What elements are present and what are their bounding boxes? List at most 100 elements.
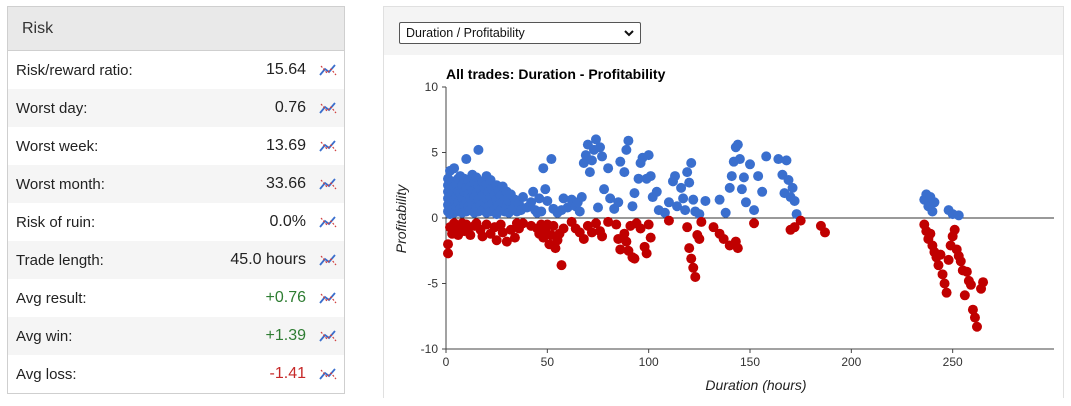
trade-point	[538, 232, 549, 243]
line-chart-icon[interactable]	[318, 290, 338, 306]
trade-point	[590, 218, 601, 229]
x-tick-label: 0	[443, 355, 450, 369]
chart-type-select[interactable]: Duration / Profitability	[399, 22, 641, 44]
trade-point	[734, 154, 745, 165]
risk-row: Risk of ruin: 0.0%	[8, 203, 344, 241]
risk-row-label: Worst day:	[16, 99, 88, 117]
line-chart-icon[interactable]	[318, 176, 338, 192]
x-axis-label: Duration (hours)	[705, 377, 806, 393]
trade-point	[708, 222, 719, 233]
line-chart-icon[interactable]	[318, 366, 338, 382]
risk-row-label: Worst week:	[16, 137, 99, 155]
trade-point	[623, 135, 634, 146]
trade-point	[720, 207, 731, 218]
trade-point	[967, 304, 978, 315]
trade-point	[684, 243, 695, 254]
trade-point	[505, 224, 516, 235]
risk-row: Trade length: 45.0 hours	[8, 241, 344, 279]
trade-point	[526, 197, 537, 208]
trade-point	[536, 206, 547, 217]
trade-point	[615, 156, 626, 167]
trade-point	[749, 218, 760, 229]
trade-point	[929, 197, 940, 208]
trade-point	[578, 233, 589, 244]
trade-point	[461, 154, 472, 165]
trade-point	[925, 228, 936, 239]
trade-point	[943, 254, 954, 265]
risk-row-label: Avg result:	[16, 289, 87, 307]
trade-point	[787, 182, 798, 193]
trade-point	[941, 287, 952, 298]
trade-point	[603, 163, 614, 174]
trade-point	[700, 195, 711, 206]
trade-point	[645, 171, 656, 182]
trade-point	[680, 205, 691, 216]
risk-row: Avg result: +0.76	[8, 279, 344, 317]
trade-point	[781, 155, 792, 166]
risk-row-label: Risk/reward ratio:	[16, 61, 133, 79]
risk-row-label: Worst month:	[16, 175, 105, 193]
trade-point	[753, 171, 764, 182]
trade-point	[935, 249, 946, 260]
trade-point	[696, 216, 707, 227]
trade-point	[538, 163, 549, 174]
line-chart-icon[interactable]	[318, 328, 338, 344]
trade-point	[465, 230, 476, 241]
trade-point	[611, 219, 622, 230]
trade-point	[518, 192, 529, 203]
line-chart-icon[interactable]	[318, 138, 338, 154]
trade-point	[694, 209, 705, 220]
trade-point	[562, 202, 573, 213]
trade-point	[595, 142, 606, 153]
trade-point	[714, 194, 725, 205]
trade-point	[443, 239, 454, 250]
chevron-down-icon	[622, 26, 636, 43]
trade-point	[449, 163, 460, 174]
line-chart-icon[interactable]	[318, 62, 338, 78]
trade-point	[682, 222, 693, 233]
trade-point	[556, 260, 567, 271]
trade-point	[477, 231, 488, 242]
scatter-chart: All trades: Duration - Profitability Dur…	[393, 66, 1054, 393]
line-chart-icon[interactable]	[318, 214, 338, 230]
trade-point	[757, 186, 768, 197]
trade-point	[542, 195, 553, 206]
trade-point	[688, 262, 699, 273]
trade-point	[586, 227, 597, 238]
trade-point	[635, 223, 646, 234]
trade-point	[927, 206, 938, 217]
y-tick-label: 0	[431, 211, 438, 225]
risk-row-value: 0.76	[274, 99, 306, 116]
trade-point	[688, 194, 699, 205]
trade-point	[518, 218, 529, 229]
risk-row-value: 45.0 hours	[230, 251, 306, 268]
trade-point	[783, 175, 794, 186]
trade-point	[627, 201, 638, 212]
scatter-chart-area: All trades: Duration - Profitability Dur…	[384, 55, 1063, 398]
trade-point	[593, 202, 603, 213]
risk-row: Worst month: 33.66	[8, 165, 344, 203]
risk-row-value: 33.66	[265, 175, 306, 192]
trade-point	[732, 243, 743, 254]
line-chart-icon[interactable]	[318, 252, 338, 268]
trade-point	[732, 139, 743, 150]
y-tick-label: -5	[427, 277, 438, 291]
trade-point	[690, 271, 701, 282]
trade-point	[738, 172, 749, 183]
trade-point	[558, 223, 569, 234]
trade-point	[540, 184, 551, 195]
trade-point	[663, 215, 674, 226]
trade-point	[955, 256, 966, 267]
trade-point	[578, 157, 589, 168]
chart-panel: Duration / Profitability All trades: Dur…	[383, 6, 1064, 398]
risk-row: Avg win: +1.39	[8, 317, 344, 355]
trade-point	[641, 248, 652, 259]
trade-point	[959, 290, 970, 301]
line-chart-icon[interactable]	[318, 100, 338, 116]
trade-point	[694, 233, 705, 244]
risk-row: Risk/reward ratio: 15.64	[8, 51, 344, 89]
trade-point	[736, 184, 747, 195]
trade-point	[749, 205, 760, 216]
trade-point	[621, 236, 632, 247]
trade-point	[773, 154, 784, 165]
